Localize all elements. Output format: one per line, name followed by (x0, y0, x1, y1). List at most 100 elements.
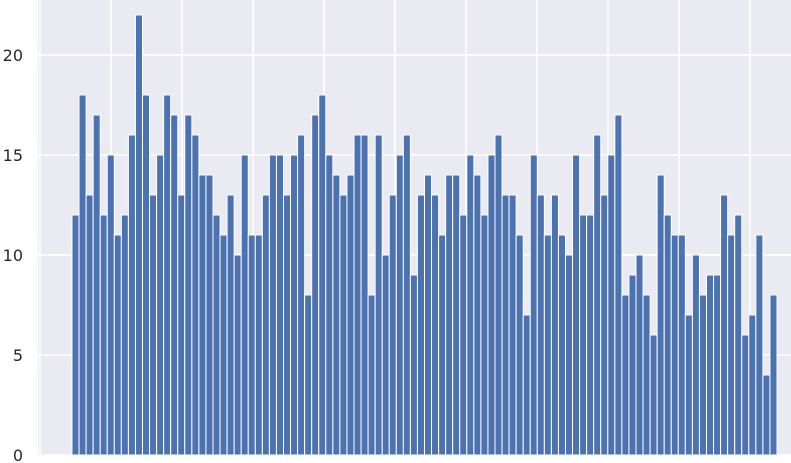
y-tick-label: 15 (3, 146, 23, 165)
histogram-bar (508, 194, 517, 456)
histogram-bar (565, 254, 574, 456)
histogram-bar (445, 174, 454, 456)
y-tick-label: 5 (13, 346, 23, 365)
histogram-bar (156, 154, 165, 456)
histogram-bar (586, 214, 595, 456)
histogram-bar (388, 194, 397, 456)
histogram-bar (473, 174, 482, 456)
histogram-bar (311, 114, 320, 456)
histogram-bar (113, 234, 122, 456)
histogram-bar (71, 214, 80, 456)
histogram-bar (677, 234, 686, 456)
histogram-bar (691, 254, 700, 456)
histogram-bar (734, 214, 743, 456)
histogram-bar (261, 194, 270, 456)
histogram-bar (480, 214, 489, 456)
histogram-bar (431, 194, 440, 456)
y-tick-label: 20 (3, 46, 23, 65)
histogram-bar (713, 274, 722, 456)
histogram-bar (226, 194, 235, 456)
histogram-bar (628, 274, 637, 456)
y-tick-label: 0 (13, 446, 23, 463)
histogram-bar (381, 254, 390, 456)
histogram-bar (572, 154, 581, 456)
histogram-bar (149, 194, 158, 456)
histogram-bar (684, 314, 693, 456)
histogram-bar (656, 174, 665, 456)
histogram-bar (360, 134, 369, 456)
histogram-bar (438, 234, 447, 456)
histogram-bar (325, 154, 334, 456)
histogram-bar (409, 274, 418, 456)
bars-group (71, 14, 778, 456)
histogram-bar (614, 114, 623, 456)
histogram-bar (247, 234, 256, 456)
histogram-bar (353, 134, 362, 456)
histogram-bar (318, 94, 327, 456)
histogram-bar (240, 154, 249, 456)
histogram-bar (621, 294, 630, 456)
histogram-bar (762, 374, 771, 456)
histogram-bar (706, 274, 715, 456)
histogram-bar (635, 254, 644, 456)
histogram-bar (127, 134, 136, 456)
histogram-bar (233, 254, 242, 456)
histogram-bar (494, 134, 503, 456)
histogram-bar (741, 334, 750, 456)
histogram-bar (755, 234, 764, 456)
histogram-bar (579, 214, 588, 456)
histogram-bar (85, 194, 94, 456)
histogram-bar (522, 314, 531, 456)
histogram-bar (205, 174, 214, 456)
histogram-bar (254, 234, 263, 456)
histogram-bar (663, 214, 672, 456)
histogram-bar (346, 174, 355, 456)
histogram-bar (748, 314, 757, 456)
histogram-bar (142, 94, 151, 456)
histogram-bar (339, 194, 348, 456)
histogram-bar (283, 194, 292, 456)
histogram-bar (720, 194, 729, 456)
histogram-bar (536, 194, 545, 456)
histogram-bar (698, 294, 708, 456)
histogram-bar (593, 134, 602, 456)
histogram-bar (487, 154, 496, 456)
histogram-bar (212, 214, 221, 456)
histogram-bar (600, 194, 609, 456)
histogram-bar (649, 334, 658, 456)
histogram-bar (163, 94, 172, 456)
histogram-bar (106, 154, 115, 456)
histogram-bar (557, 234, 567, 456)
histogram-bar (268, 154, 277, 456)
histogram-bar (177, 194, 186, 456)
histogram-bar (529, 154, 538, 456)
histogram-bar (402, 134, 411, 456)
histogram-bar (424, 174, 433, 456)
histogram-bar (459, 214, 468, 456)
histogram-bar (416, 194, 426, 456)
histogram-bar (99, 214, 108, 456)
histogram-bar (607, 154, 616, 456)
histogram-bar (170, 114, 179, 456)
histogram-bar (374, 134, 383, 456)
histogram-bar (466, 154, 475, 456)
histogram-bar (304, 294, 313, 456)
histogram-bar (92, 114, 101, 456)
histogram-bar (769, 294, 778, 456)
histogram-bar (367, 294, 376, 456)
histogram-bar (191, 134, 200, 456)
histogram-bar (184, 114, 193, 456)
histogram-bar (198, 174, 207, 456)
y-tick-labels: 0 5 10 15 20 (3, 46, 23, 463)
histogram-bar (395, 154, 404, 456)
histogram-bar (297, 134, 306, 456)
histogram-bar (550, 194, 559, 456)
histogram-bar (120, 214, 129, 456)
histogram-bar (543, 234, 552, 456)
histogram-bar (78, 94, 87, 456)
histogram-bar (219, 234, 228, 456)
y-tick-label: 10 (3, 246, 23, 265)
histogram-bar (501, 194, 510, 456)
histogram-bar (332, 174, 341, 456)
